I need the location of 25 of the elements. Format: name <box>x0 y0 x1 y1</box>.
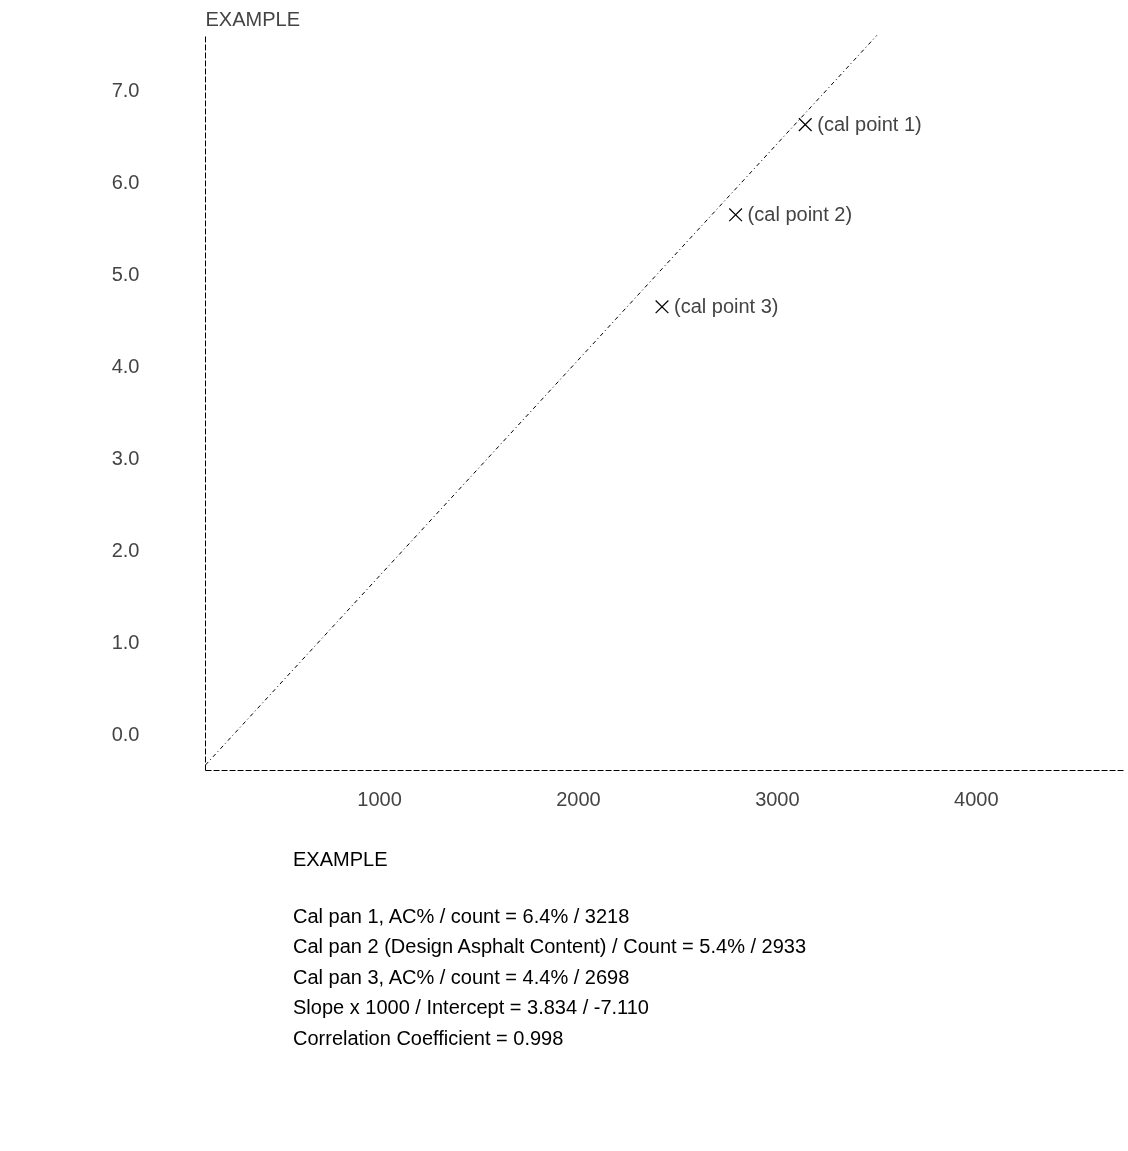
text: Cal pan 2 (Design Asphalt Content) / Count = 5.4% / 2933 <box>293 934 807 960</box>
text: Slope x 1000 / Intercept = 3.834 / -7.110 <box>293 995 650 1021</box>
x-tick-label: 1000 <box>357 787 402 810</box>
text: EXAMPLE <box>293 847 389 872</box>
text: Cal pan 1, AC% / count = 6.4% / 3218 <box>293 903 631 929</box>
annotation: (cal point 1) <box>817 112 922 135</box>
y-tick-label: 4.0 <box>111 354 140 377</box>
y-tick-label: 6.0 <box>111 170 140 193</box>
point <box>655 299 669 314</box>
chart-title: EXAMPLE <box>205 7 300 30</box>
annotation: (cal point 2) <box>747 202 853 225</box>
y-tick-label: 2.0 <box>111 538 140 561</box>
y-tick-label: 3.0 <box>111 446 140 469</box>
x-tick-label: 2000 <box>556 787 601 810</box>
y-tick-label: 7.0 <box>111 78 140 101</box>
x-tick-label: 4000 <box>954 787 999 810</box>
point <box>798 117 813 132</box>
annotation: (cal point 3) <box>674 294 779 317</box>
y-tick-label: 1.0 <box>111 630 140 653</box>
x-tick-label: 3000 <box>755 787 800 810</box>
text: Correlation Coefficient = 0.998 <box>293 1025 565 1051</box>
y-tick-label: 0.0 <box>111 722 140 745</box>
y-tick-label: 5.0 <box>111 262 140 285</box>
text: Cal pan 3, AC% / count = 4.4% / 2698 <box>293 964 631 990</box>
point <box>728 207 743 222</box>
